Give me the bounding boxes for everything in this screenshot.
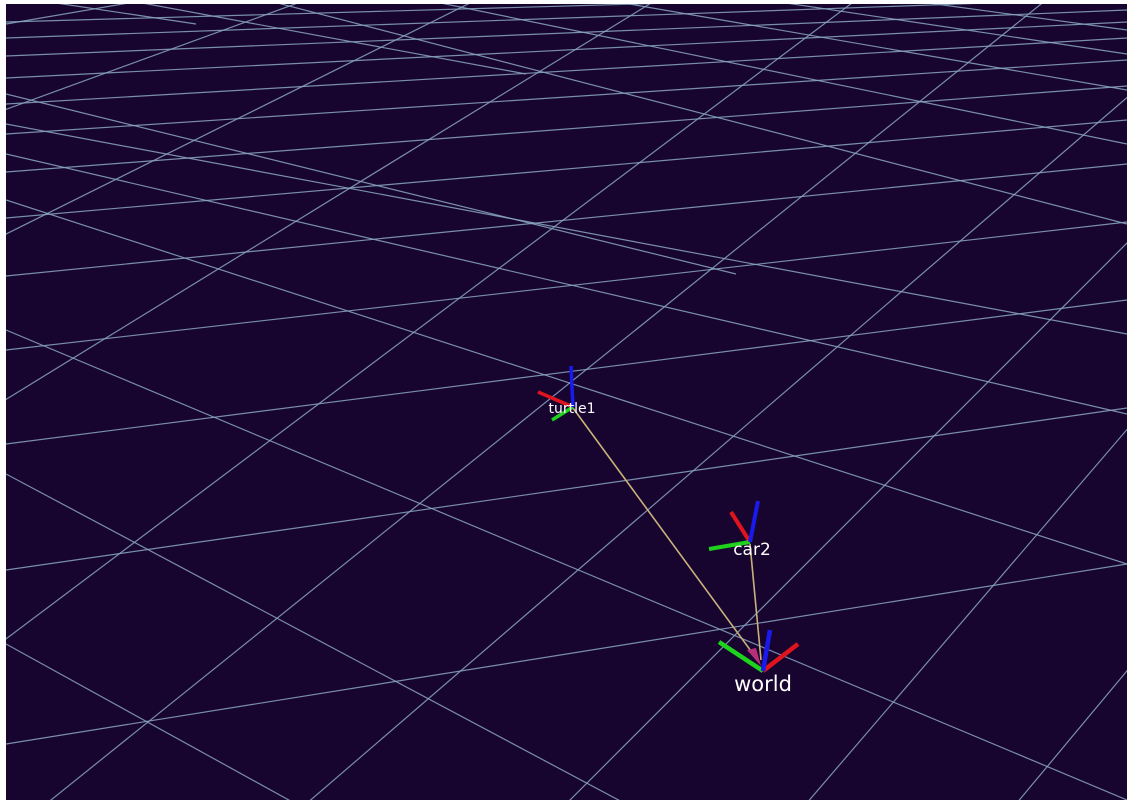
world-x-axis (761, 642, 800, 673)
world-z-axis (760, 629, 773, 672)
frame-car2[interactable]: car2 (708, 500, 771, 560)
frame-label-turtle1: turtle1 (548, 401, 595, 417)
tf-scene[interactable]: turtle1 car2 world (6, 4, 1127, 800)
turtle1-y-axis (551, 405, 574, 422)
rviz-3d-viewport[interactable]: turtle1 car2 world (6, 4, 1127, 800)
car2-x-axis (729, 510, 752, 544)
world-y-axis (717, 640, 765, 673)
tf-link-car2-world (749, 543, 762, 661)
frame-label-world: world (734, 672, 792, 696)
car2-z-axis (748, 500, 760, 543)
world-origin-marker (747, 648, 761, 666)
tf-links (572, 407, 762, 663)
frame-turtle1[interactable]: turtle1 (537, 365, 596, 422)
turtle1-z-axis (569, 365, 575, 408)
frame-world[interactable]: world (717, 629, 800, 696)
ground-grid (6, 4, 1127, 800)
turtle1-x-axis (537, 390, 574, 409)
frame-label-car2: car2 (733, 540, 771, 560)
car2-y-axis (708, 540, 751, 551)
tf-link-turtle1-world (572, 407, 760, 663)
